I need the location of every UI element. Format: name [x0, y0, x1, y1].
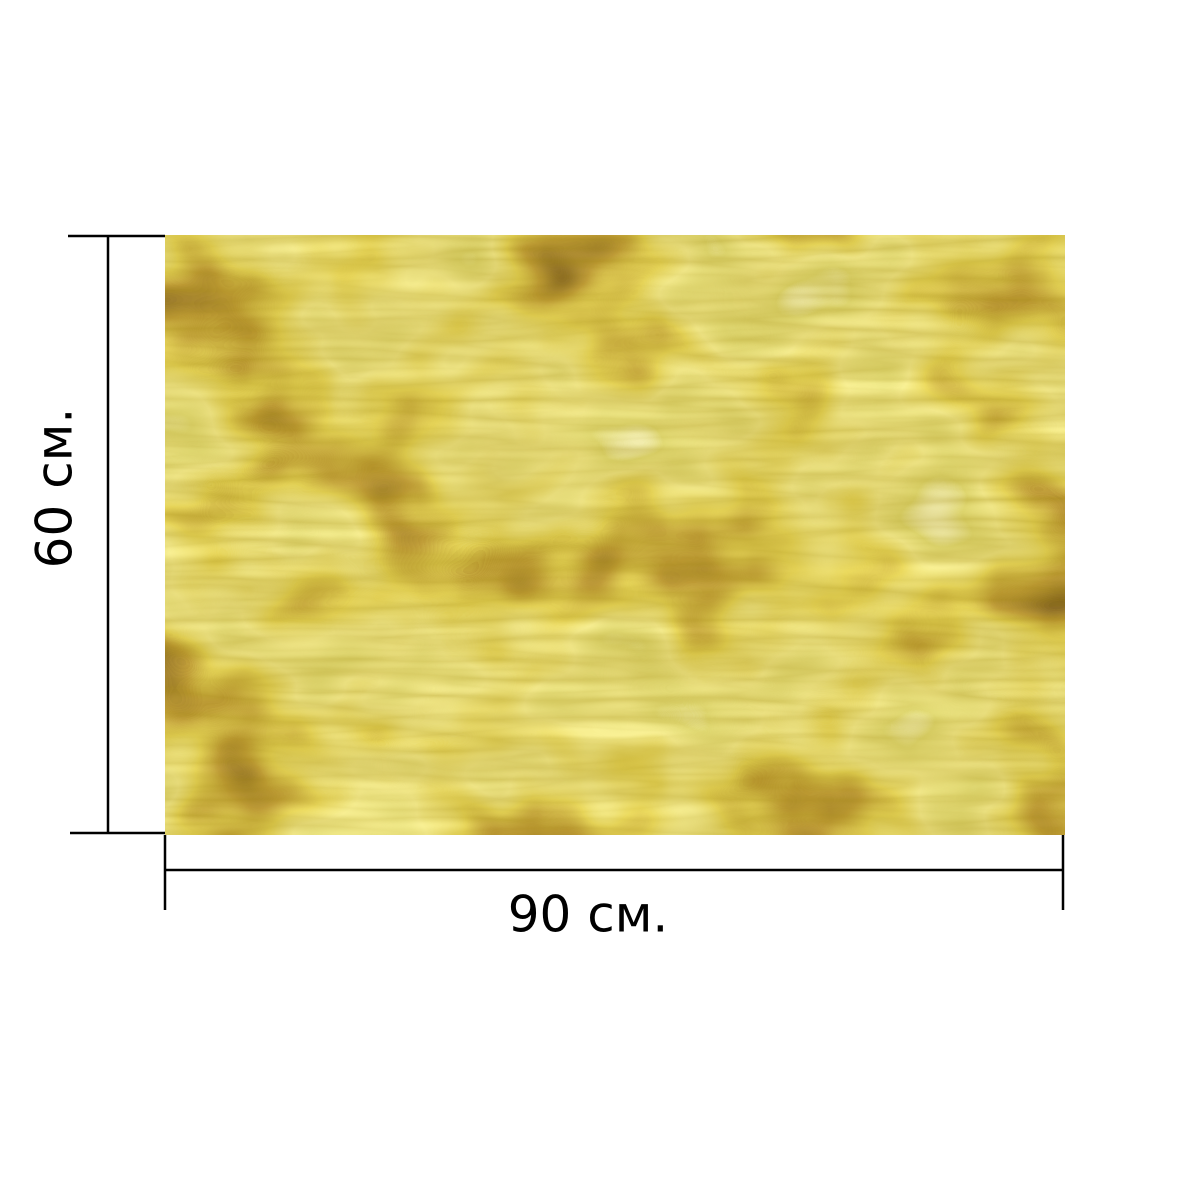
width-label: 90 см.	[508, 886, 669, 944]
gold-texture	[165, 235, 1065, 835]
height-label: 60 см.	[26, 408, 84, 569]
